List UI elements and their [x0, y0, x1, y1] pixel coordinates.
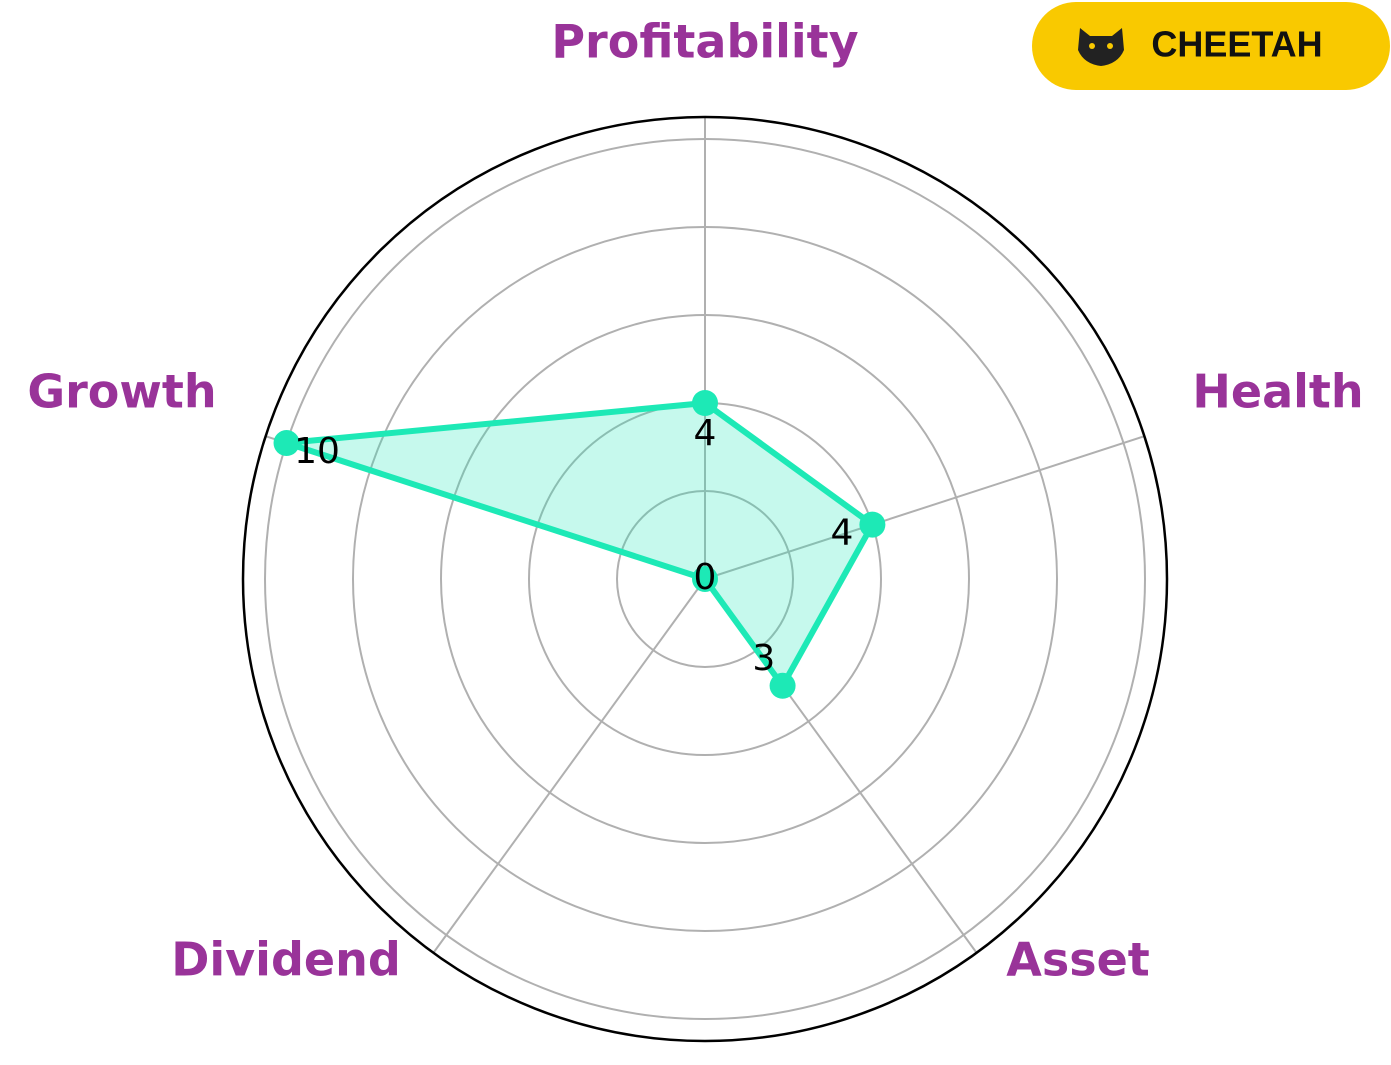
value-label: 0 — [694, 557, 717, 598]
badge-text: CHEETAH — [1151, 24, 1322, 65]
value-label: 3 — [752, 638, 775, 679]
badge-background — [1032, 2, 1390, 90]
badge: CHEETAH — [1032, 2, 1390, 90]
point — [692, 390, 718, 416]
point — [692, 566, 718, 592]
area — [286, 403, 873, 686]
category-label: Asset — [1006, 933, 1150, 987]
category-label: Growth — [27, 365, 216, 419]
category-label: Health — [1192, 365, 1363, 419]
outer-frame — [241, 115, 1169, 1043]
point — [859, 511, 886, 538]
value-label: 4 — [830, 513, 853, 554]
spoke — [704, 435, 1145, 580]
category-label: Profitability — [551, 15, 858, 69]
value-label: 10 — [294, 431, 340, 472]
point — [273, 430, 300, 457]
cat-icon — [1078, 28, 1124, 66]
line — [283, 400, 876, 689]
point — [769, 672, 796, 699]
category-label: Dividend — [171, 933, 401, 987]
value-label: 4 — [694, 413, 717, 454]
spoke — [432, 578, 706, 954]
